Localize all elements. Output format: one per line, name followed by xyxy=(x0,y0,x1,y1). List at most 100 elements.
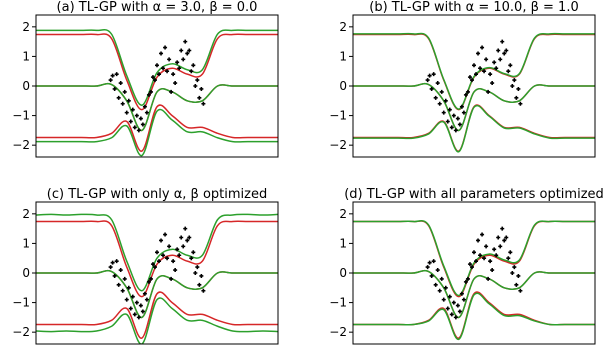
observation-point xyxy=(175,247,180,252)
y-tick-label: 0 xyxy=(339,266,347,280)
observation-point xyxy=(183,226,188,231)
observation-point xyxy=(122,276,127,281)
observation-point xyxy=(150,262,155,267)
observation-point xyxy=(110,260,115,265)
observation-point xyxy=(492,60,497,65)
series-line-4 xyxy=(36,28,278,106)
observation-point xyxy=(108,78,113,83)
observation-point xyxy=(146,279,151,284)
observation-point xyxy=(484,57,489,62)
observation-point xyxy=(461,297,466,302)
panel-title: (a) TL-GP with α = 3.0, β = 0.0 xyxy=(57,0,258,15)
observation-point xyxy=(478,66,483,71)
observation-point xyxy=(148,89,153,94)
observation-point xyxy=(478,253,483,258)
observation-point xyxy=(459,291,464,296)
observation-point xyxy=(498,57,503,62)
observation-point xyxy=(132,125,137,130)
observation-point xyxy=(474,259,479,264)
observation-point xyxy=(445,306,450,311)
observation-point xyxy=(136,315,141,320)
observation-point xyxy=(108,265,113,270)
observation-point xyxy=(506,69,511,74)
panel-1: (a) TL-GP with α = 3.0, β = 0.0 2 1 0 −1 −2 xyxy=(12,0,279,158)
observation-point xyxy=(441,297,446,302)
observation-point xyxy=(496,235,501,240)
observation-point xyxy=(116,95,121,100)
observation-point xyxy=(181,244,186,249)
observation-point xyxy=(469,265,474,270)
observation-point xyxy=(488,259,493,264)
observation-point xyxy=(508,250,513,255)
observation-point xyxy=(518,101,523,106)
observation-point xyxy=(465,89,470,94)
observation-point xyxy=(480,232,485,237)
series-line-5 xyxy=(36,82,278,132)
y-tick-label: 0 xyxy=(22,266,30,280)
observation-point xyxy=(155,63,159,68)
observation-point xyxy=(197,95,202,100)
observation-point xyxy=(427,260,432,265)
observation-point xyxy=(451,113,456,118)
observation-point xyxy=(142,104,147,109)
observation-point xyxy=(494,66,499,71)
observation-point xyxy=(179,48,184,53)
observation-point xyxy=(144,110,149,115)
observation-point xyxy=(136,128,141,133)
observation-point xyxy=(120,101,125,106)
observation-point xyxy=(173,268,178,273)
observation-point xyxy=(187,235,192,240)
observation-point xyxy=(437,101,442,106)
observation-point xyxy=(449,125,454,130)
observation-point xyxy=(114,259,119,264)
y-tick-label: −1 xyxy=(329,109,347,123)
y-tick-label: 1 xyxy=(22,236,30,250)
observation-point xyxy=(474,72,479,77)
observation-point xyxy=(167,244,172,249)
observation-point xyxy=(518,288,523,293)
observation-point xyxy=(512,265,517,270)
observation-point xyxy=(126,285,131,290)
y-tick-label: 2 xyxy=(339,207,347,221)
observation-point xyxy=(457,309,462,314)
observation-point xyxy=(514,282,519,287)
observation-point xyxy=(429,86,434,91)
observation-point xyxy=(187,48,192,53)
panel-3: (c) TL-GP with only α, β optimized 2 1 0 −1 −… xyxy=(12,187,279,345)
y-tick-label: 0 xyxy=(339,79,347,93)
observation-point xyxy=(472,63,476,68)
y-tick-label: 2 xyxy=(339,20,347,34)
observation-point xyxy=(128,119,133,124)
observation-point xyxy=(146,92,151,97)
observation-point xyxy=(447,107,452,112)
observation-point xyxy=(502,238,507,243)
observation-point xyxy=(134,300,139,305)
observation-point xyxy=(165,69,170,74)
plot-area xyxy=(36,213,278,344)
observation-point xyxy=(159,51,164,56)
plot-area xyxy=(353,220,595,341)
observation-point xyxy=(496,48,501,53)
observation-point xyxy=(453,315,458,320)
panel-4: (d) TL-GP with all parameters optimized 2… xyxy=(329,187,604,345)
observation-point xyxy=(112,273,117,278)
observation-point xyxy=(177,253,182,258)
observation-point xyxy=(506,256,511,261)
observation-point xyxy=(453,128,458,133)
observation-point xyxy=(148,276,153,281)
plot-area xyxy=(36,28,278,157)
observation-point xyxy=(191,250,196,255)
series-line-4 xyxy=(36,213,278,292)
series-line-3 xyxy=(36,291,278,339)
observation-point xyxy=(472,250,476,255)
observation-point xyxy=(467,262,472,267)
observation-point xyxy=(193,271,198,275)
observation-point xyxy=(130,107,135,112)
observation-point xyxy=(516,273,521,278)
y-tick-label: −2 xyxy=(12,138,30,152)
observation-point xyxy=(461,110,466,115)
series-line-4 xyxy=(353,220,595,297)
observation-point xyxy=(504,48,509,53)
observation-point xyxy=(169,89,174,94)
